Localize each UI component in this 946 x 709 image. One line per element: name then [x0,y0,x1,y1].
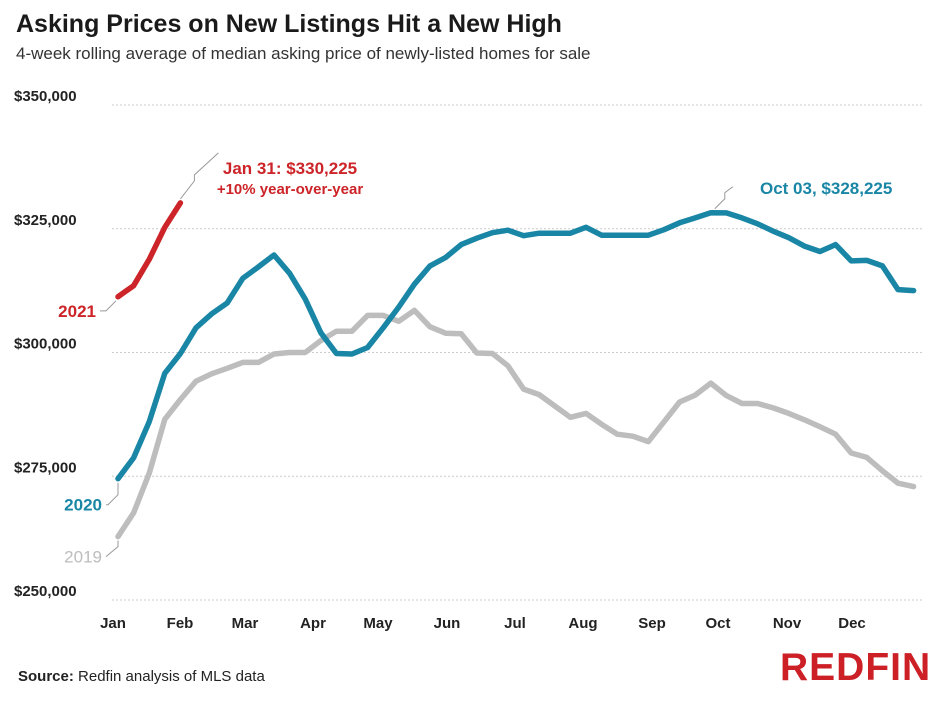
series-label-2021: 2021 [58,302,96,321]
x-tick-label: Apr [300,615,326,632]
series-line-2021 [115,200,184,300]
x-tick-label: Mar [232,615,259,632]
source-text: Redfin analysis of MLS data [78,668,265,685]
leader-line-2019 [105,540,119,558]
y-axis-ticks: $250,000 $275,000 $300,000 $325,000 $350,000 [14,88,77,600]
annotations: 2021 2020 2019 Jan 31: $330,225 +10% year-ov… [58,152,892,567]
gridlines [112,104,922,601]
series-line-2020 [115,210,917,482]
x-tick-label: Oct [705,615,730,632]
chart-subtitle: 4-week rolling average of median asking … [16,44,591,63]
x-tick-label: Sep [638,615,666,632]
x-tick-label: Jul [504,615,526,632]
y-tick-label: $275,000 [14,459,77,476]
y-tick-label: $300,000 [14,336,77,353]
series-line-2019 [115,307,917,540]
x-tick-label: Jan [100,615,126,632]
x-tick-label: Feb [167,615,194,632]
x-axis-ticks: Jan Feb Mar Apr May Jun Jul Aug Sep Oct Nov Dec [100,615,866,632]
annotation-2021-value: Jan 31: $330,225 [223,159,357,178]
x-tick-label: Jun [434,615,461,632]
x-tick-label: Nov [773,615,802,632]
y-tick-label: $350,000 [14,88,77,105]
leader-line-2021-peak [180,152,219,200]
series-lines [115,200,917,540]
y-tick-label: $250,000 [14,583,77,600]
redfin-logo: REDFIN [780,646,932,689]
annotation-2020-peak: Oct 03, $328,225 [760,179,892,198]
annotation-2021-yoy: +10% year-over-year [217,181,364,198]
leader-line-2021 [100,300,117,312]
x-tick-label: Aug [568,615,597,632]
leader-line-2020-peak [714,186,734,210]
source-note: Source: Redfin analysis of MLS data [18,668,265,685]
x-tick-label: May [363,615,393,632]
x-tick-label: Dec [838,615,866,632]
series-label-2019: 2019 [64,548,102,567]
leader-line-2020 [106,482,119,506]
y-tick-label: $325,000 [14,212,77,229]
chart-title: Asking Prices on New Listings Hit a New … [16,10,562,38]
series-label-2020: 2020 [64,496,102,515]
source-label: Source: [18,668,74,685]
